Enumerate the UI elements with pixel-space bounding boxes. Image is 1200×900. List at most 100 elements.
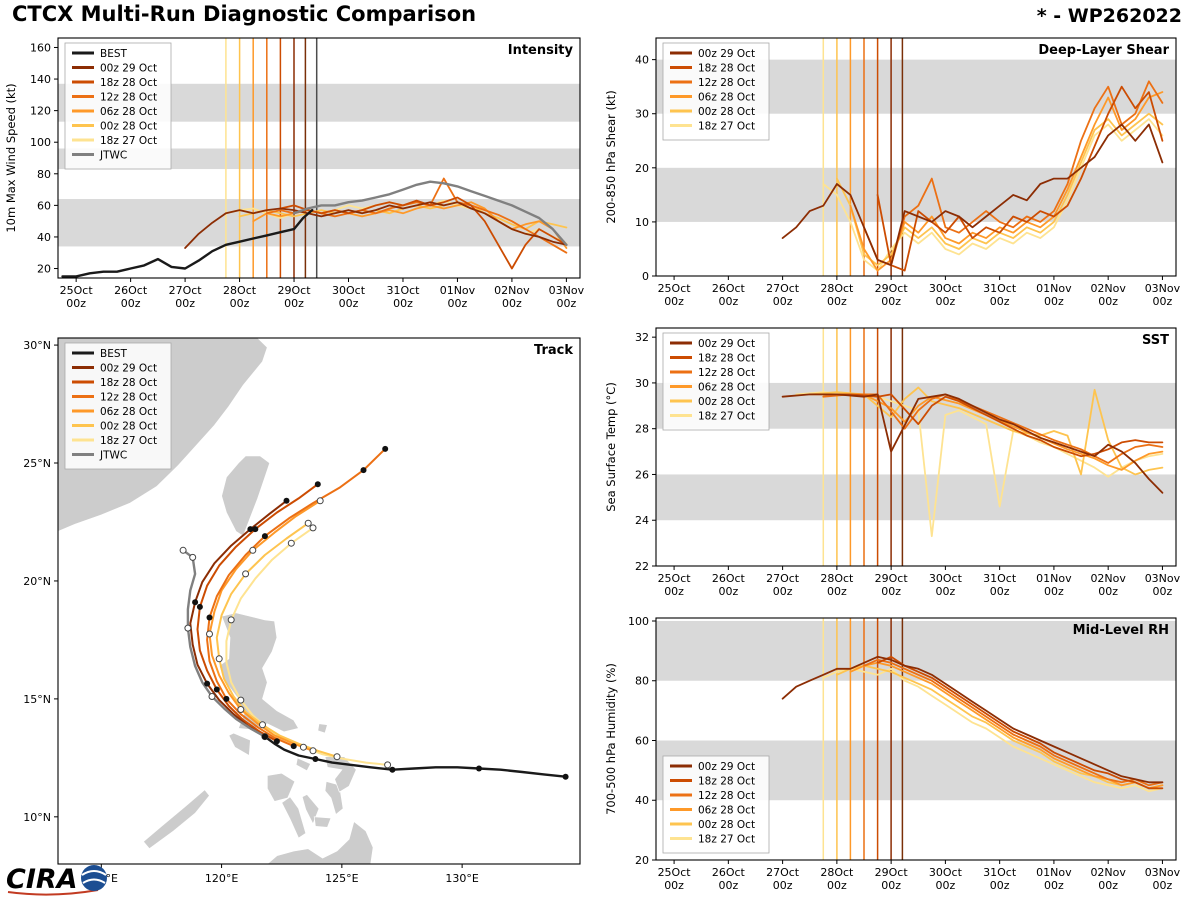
deep-layer-shear-chart: 25Oct00z26Oct00z27Oct00z28Oct00z29Oct00z… [604,37,1181,308]
svg-text:12z 28 Oct: 12z 28 Oct [698,367,755,379]
svg-text:100: 100 [628,615,649,628]
svg-text:00z 28 Oct: 00z 28 Oct [698,819,755,831]
svg-text:0: 0 [642,270,649,283]
svg-text:29Oct: 29Oct [875,572,909,585]
svg-text:140: 140 [30,73,51,86]
svg-text:18z 27 Oct: 18z 27 Oct [100,435,157,447]
svg-text:40: 40 [635,794,649,807]
svg-text:30: 30 [635,377,649,390]
svg-text:00z 28 Oct: 00z 28 Oct [100,121,157,133]
svg-text:00z: 00z [773,879,793,892]
svg-text:30°N: 30°N [23,339,51,352]
svg-text:27Oct: 27Oct [766,866,800,879]
page-title: CTCX Multi-Run Diagnostic Comparison [12,2,477,26]
svg-text:18z 28 Oct: 18z 28 Oct [698,776,755,788]
mid-level-rh-chart: 25Oct00z26Oct00z27Oct00z28Oct00z29Oct00z… [604,615,1181,892]
svg-text:125°E: 125°E [325,872,358,885]
svg-text:00z: 00z [936,585,956,598]
svg-text:100: 100 [30,136,51,149]
svg-text:00z: 00z [556,297,576,310]
svg-text:02Nov: 02Nov [1090,282,1126,295]
svg-text:25Oct: 25Oct [60,284,94,297]
svg-text:01Nov: 01Nov [440,284,476,297]
svg-text:00z 28 Oct: 00z 28 Oct [698,396,755,408]
svg-text:30: 30 [635,108,649,121]
svg-text:Intensity: Intensity [508,43,574,58]
svg-text:31Oct: 31Oct [983,572,1017,585]
svg-text:160: 160 [30,41,51,54]
svg-text:130°E: 130°E [445,872,478,885]
svg-text:12z 28 Oct: 12z 28 Oct [100,92,157,104]
storm-id: * - WP262022 [1036,5,1182,27]
svg-text:00z: 00z [773,585,793,598]
svg-text:00z: 00z [936,879,956,892]
svg-text:32: 32 [635,331,649,344]
svg-text:00z 28 Oct: 00z 28 Oct [698,106,755,118]
svg-text:00z: 00z [664,585,684,598]
svg-text:06z 28 Oct: 06z 28 Oct [698,92,755,104]
svg-text:06z 28 Oct: 06z 28 Oct [698,382,755,394]
svg-text:15°N: 15°N [23,693,51,706]
svg-text:25Oct: 25Oct [658,866,692,879]
svg-text:00z: 00z [990,879,1010,892]
svg-text:40: 40 [635,54,649,67]
svg-text:25Oct: 25Oct [658,282,692,295]
svg-text:40: 40 [37,231,51,244]
svg-text:00z: 00z [1044,295,1064,308]
svg-text:60: 60 [37,199,51,212]
svg-text:03Nov: 03Nov [549,284,585,297]
svg-text:20: 20 [635,854,649,867]
svg-text:00z: 00z [664,295,684,308]
svg-text:18z 28 Oct: 18z 28 Oct [100,77,157,89]
svg-text:00z 28 Oct: 00z 28 Oct [100,421,157,433]
svg-text:10°N: 10°N [23,811,51,824]
svg-text:00z: 00z [773,295,793,308]
svg-text:28Oct: 28Oct [820,866,854,879]
svg-text:Sea Surface Temp (°C): Sea Surface Temp (°C) [604,382,618,512]
svg-text:00z: 00z [1153,585,1173,598]
svg-text:00z: 00z [990,585,1010,598]
svg-text:12z 28 Oct: 12z 28 Oct [698,790,755,802]
svg-text:29Oct: 29Oct [875,866,909,879]
svg-text:JTWC: JTWC [99,150,127,162]
svg-text:06z 28 Oct: 06z 28 Oct [100,406,157,418]
svg-text:22: 22 [635,560,649,573]
svg-text:00z: 00z [1044,879,1064,892]
svg-text:20: 20 [635,162,649,175]
svg-text:00z: 00z [1098,585,1118,598]
svg-text:26: 26 [635,468,649,481]
svg-text:Track: Track [534,343,573,358]
svg-text:28Oct: 28Oct [820,282,854,295]
svg-text:01Nov: 01Nov [1036,282,1072,295]
svg-text:00z 29 Oct: 00z 29 Oct [698,338,755,350]
svg-text:00z 29 Oct: 00z 29 Oct [100,363,157,375]
svg-text:00z: 00z [827,295,847,308]
svg-text:00z: 00z [881,879,901,892]
svg-text:26Oct: 26Oct [712,282,746,295]
cira-logo: CIRA [6,864,107,896]
svg-text:25Oct: 25Oct [658,572,692,585]
svg-text:29Oct: 29Oct [875,282,909,295]
svg-text:00z: 00z [448,297,468,310]
svg-text:31Oct: 31Oct [386,284,420,297]
svg-text:Mid-Level RH: Mid-Level RH [1073,623,1169,638]
svg-text:120: 120 [30,105,51,118]
svg-text:00z 29 Oct: 00z 29 Oct [698,48,755,60]
svg-text:CIRA: CIRA [6,864,78,895]
svg-text:30Oct: 30Oct [332,284,366,297]
svg-text:00z: 00z [175,297,195,310]
svg-text:27Oct: 27Oct [766,572,800,585]
svg-text:JTWC: JTWC [99,450,127,462]
svg-text:00z 29 Oct: 00z 29 Oct [698,761,755,773]
svg-text:27Oct: 27Oct [169,284,203,297]
track-map: 115°E120°E125°E130°E10°N15°N20°N25°N30°N… [23,337,581,885]
svg-text:10m Max Wind Speed (kt): 10m Max Wind Speed (kt) [4,83,18,232]
svg-text:00z 29 Oct: 00z 29 Oct [100,63,157,75]
svg-text:29Oct: 29Oct [278,284,312,297]
svg-text:00z: 00z [718,295,738,308]
svg-text:00z: 00z [1153,295,1173,308]
svg-text:30Oct: 30Oct [929,572,963,585]
svg-text:00z: 00z [230,297,250,310]
svg-text:12z 28 Oct: 12z 28 Oct [100,392,157,404]
